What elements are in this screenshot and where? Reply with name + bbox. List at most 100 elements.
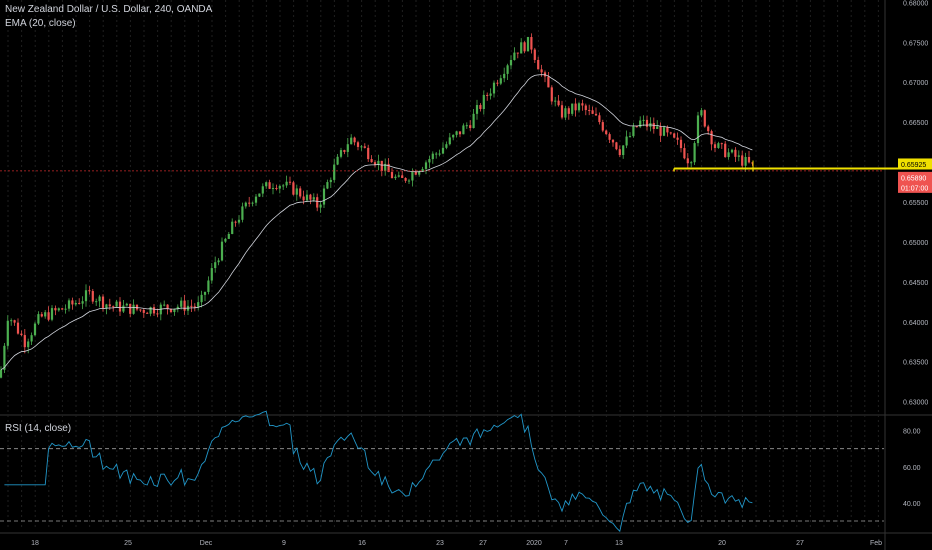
candle-body: [3, 345, 6, 370]
candle-body: [91, 291, 94, 302]
candle-body: [292, 182, 295, 195]
candle-body: [724, 143, 727, 158]
candle-body: [690, 162, 693, 164]
candle-body: [295, 188, 298, 195]
candle-body: [622, 145, 625, 156]
candle-body: [278, 185, 281, 189]
candle-body: [683, 148, 686, 159]
candle-body: [326, 182, 329, 189]
candle-body: [564, 108, 567, 118]
candle-body: [288, 181, 292, 183]
candle-body: [214, 262, 217, 269]
ema-line-group[interactable]: [0, 74, 753, 371]
candle-body: [448, 137, 451, 145]
price-tick-label: 0.63000: [903, 400, 928, 407]
candle-body: [224, 238, 227, 242]
candle-body: [10, 320, 13, 322]
candle-body: [710, 131, 713, 145]
candle-body: [618, 149, 621, 156]
candlestick-series[interactable]: [0, 33, 754, 379]
candle-body: [95, 301, 98, 303]
candle-body: [435, 153, 438, 155]
candle-body: [526, 37, 530, 52]
candle-body: [343, 150, 346, 152]
candle-body: [50, 308, 54, 320]
price-tick-label: 0.67500: [903, 40, 928, 47]
time-tick-label: 2020: [526, 540, 542, 547]
candle-body: [679, 139, 683, 149]
candle-body: [421, 168, 424, 172]
price-tick-label: 0.65500: [903, 200, 928, 207]
candle-body: [44, 312, 47, 317]
candle-body: [71, 300, 74, 305]
candle-body: [353, 137, 356, 143]
candle-body: [571, 103, 574, 114]
candle-body: [550, 87, 553, 102]
candle-body: [462, 125, 465, 135]
candle-body: [33, 323, 37, 336]
price-tick-label: 0.66500: [903, 120, 928, 127]
candle-body: [377, 160, 380, 165]
candle-body: [431, 153, 434, 160]
candle-body: [166, 304, 169, 309]
candle-body: [54, 308, 57, 311]
candle-body: [207, 280, 210, 292]
candle-body: [190, 305, 193, 307]
candle-body: [639, 120, 642, 127]
candle-body: [305, 194, 309, 201]
candle-body: [203, 291, 207, 295]
candle-body: [285, 181, 288, 186]
candle-body: [346, 144, 349, 152]
candle-body: [384, 163, 387, 171]
candle-body: [605, 130, 608, 135]
time-tick-label: 23: [436, 540, 444, 547]
candle-body: [254, 196, 258, 203]
candle-body: [594, 113, 598, 116]
candle-body: [67, 300, 71, 309]
rsi-pane[interactable]: [0, 410, 884, 533]
candle-body: [734, 149, 737, 157]
candle-body: [741, 155, 744, 166]
price-tick-label: 0.64000: [903, 320, 928, 327]
candle-body: [506, 65, 509, 74]
candle-body: [322, 188, 326, 205]
candle-body: [469, 125, 472, 129]
candle-body: [696, 115, 700, 144]
candle-body: [241, 206, 244, 220]
candle-body: [584, 105, 587, 111]
candle-body: [234, 221, 237, 223]
candle-body: [142, 309, 145, 313]
candle-body: [645, 119, 649, 127]
symbol-title[interactable]: New Zealand Dollar / U.S. Dollar, 240, O…: [5, 4, 213, 15]
candle-body: [730, 149, 734, 153]
time-tick-label: 16: [358, 540, 366, 547]
candle-body: [441, 147, 445, 154]
candle-body: [64, 308, 67, 310]
rsi-legend[interactable]: RSI (14, close): [5, 423, 72, 434]
rsi-tick-label: 40.00: [903, 501, 921, 508]
candle-body: [635, 126, 638, 128]
candle-body: [632, 126, 635, 137]
candle-body: [149, 307, 152, 314]
candle-body: [282, 185, 285, 187]
candle-body: [407, 180, 411, 182]
candle-body: [275, 188, 278, 190]
time-tick-label: 18: [31, 540, 39, 547]
ema-legend[interactable]: EMA (20, close): [5, 18, 76, 29]
candle-body: [424, 162, 428, 169]
candle-body: [101, 296, 105, 308]
candle-body: [13, 320, 16, 323]
candle-body: [248, 202, 251, 204]
candle-body: [608, 134, 611, 140]
candle-body: [577, 103, 581, 111]
candle-body: [173, 308, 176, 313]
candle-body: [628, 136, 632, 138]
price-level-lines[interactable]: [0, 160, 932, 172]
candle-body: [220, 241, 224, 261]
candle-body: [132, 304, 135, 314]
candle-body: [6, 320, 9, 346]
candle-body: [78, 302, 81, 304]
candle-body: [411, 171, 414, 181]
candle-body: [588, 110, 591, 112]
